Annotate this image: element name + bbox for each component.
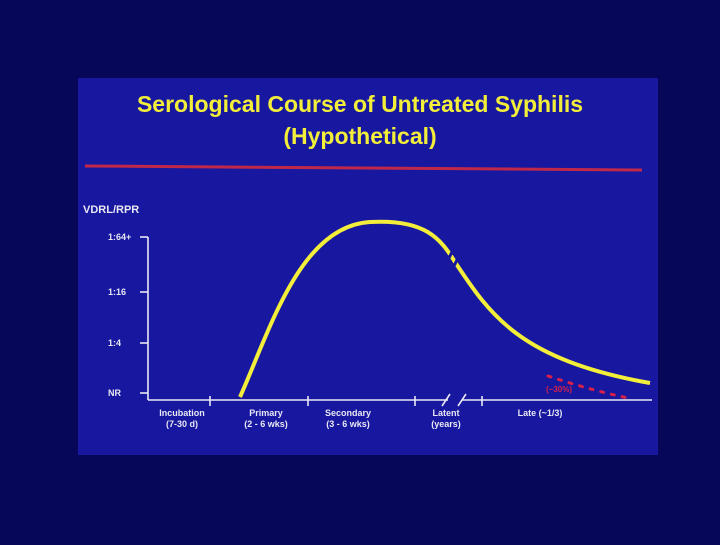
divider [84,164,643,172]
x-tick-label: Primary [249,408,283,418]
annotation: (~30%) [546,385,572,394]
x-tick-label: Late (~1/3) [518,408,563,418]
y-tick-label: 1:4 [108,338,121,348]
axes [147,237,652,407]
titer-curve [238,219,651,398]
y-axis-label: VDRL/RPR [83,204,139,216]
chart-title: Serological Course of Untreated Syphilis [137,91,583,117]
y-tick-label: 1:64+ [108,232,131,242]
slide-panel [78,78,658,455]
x-tick-label: (2 - 6 wks) [244,419,288,429]
x-tick-label: (3 - 6 wks) [326,419,370,429]
curve-break [444,251,460,271]
y-ticks: 1:64+ 1:16 1:4 NR [108,232,148,398]
x-labels: Incubation(7-30 d) Primary(2 - 6 wks) Seco… [159,408,562,429]
y-tick-label: NR [108,388,121,398]
chart-subtitle: (Hypothetical) [283,123,436,149]
x-tick-label: (7-30 d) [166,419,198,429]
x-tick-label: Secondary [325,408,371,418]
x-tick-label: Incubation [159,408,205,418]
x-tick-label: (years) [431,419,461,429]
x-tick-label: Latent [433,408,460,418]
y-tick-label: 1:16 [108,287,126,297]
